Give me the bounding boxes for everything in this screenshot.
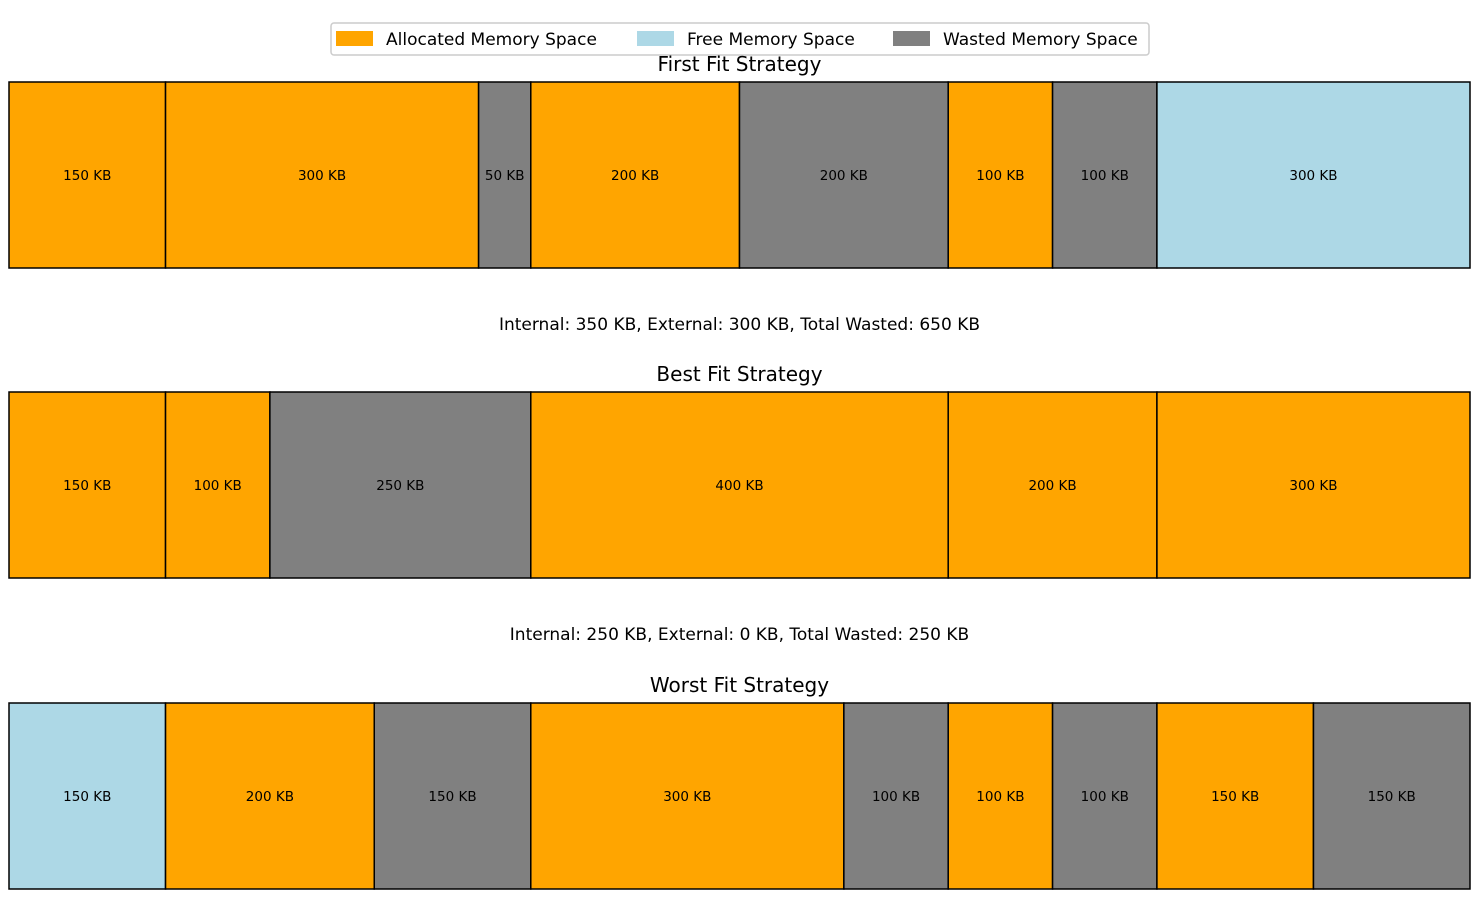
memory-block-label: 150 KB <box>1368 789 1416 805</box>
memory-block-label: 150 KB <box>63 168 111 184</box>
panel-title: Worst Fit Strategy <box>650 673 829 697</box>
memory-block-label: 100 KB <box>194 478 242 494</box>
memory-block-allocated <box>1156 391 1471 579</box>
panel-best-fit-strategy: Best Fit Strategy 150 KB 100 KB 250 KB 400 K… <box>8 362 1471 645</box>
memory-block-label: 100 KB <box>872 789 920 805</box>
memory-block-wasted <box>477 81 532 269</box>
memory-block-allocated <box>8 81 167 269</box>
memory-block-allocated <box>164 702 375 890</box>
memory-block-label: 150 KB <box>63 789 111 805</box>
panel-title: Best Fit Strategy <box>656 362 822 386</box>
memory-block-label: 300 KB <box>298 168 346 184</box>
memory-block-label: 200 KB <box>246 789 294 805</box>
memory-block-free <box>8 702 167 890</box>
fragmentation-summary: Internal: 350 KB, External: 300 KB, Tota… <box>499 315 980 335</box>
memory-block-label: 150 KB <box>1211 789 1259 805</box>
legend-swatch-allocated <box>336 31 373 46</box>
memory-block-allocated <box>164 81 480 269</box>
legend-frame <box>330 22 1150 56</box>
memory-block-label: 200 KB <box>611 168 659 184</box>
legend-label-free: Free Memory Space <box>687 30 855 50</box>
memory-block-wasted <box>738 81 949 269</box>
legend-swatch-free <box>637 31 674 46</box>
memory-block-allocated <box>8 391 167 579</box>
panel-worst-fit-strategy: Worst Fit Strategy 150 KB 200 KB 150 KB 300 … <box>8 673 1471 890</box>
memory-block-label: 300 KB <box>1289 478 1337 494</box>
memory-block-allocated <box>1156 702 1315 890</box>
legend-label-wasted: Wasted Memory Space <box>943 30 1138 50</box>
memory-block-free <box>1156 81 1471 269</box>
memory-block-label: 100 KB <box>1081 168 1129 184</box>
memory-block-label: 300 KB <box>663 789 711 805</box>
memory-block-wasted <box>1051 702 1158 890</box>
fragmentation-summary: Internal: 250 KB, External: 0 KB, Total … <box>510 625 969 645</box>
memory-block-allocated <box>164 391 271 579</box>
memory-block-wasted <box>269 391 532 579</box>
memory-block-label: 200 KB <box>1028 478 1076 494</box>
memory-block-label: 100 KB <box>976 789 1024 805</box>
memory-block-wasted <box>1051 81 1158 269</box>
memory-block-label: 150 KB <box>63 478 111 494</box>
memory-block-label: 50 KB <box>485 168 525 184</box>
memory-block-label: 400 KB <box>715 478 763 494</box>
legend-swatch-wasted <box>893 31 930 46</box>
legend-label-allocated: Allocated Memory Space <box>386 30 597 50</box>
panel-title: First Fit Strategy <box>658 52 822 76</box>
memory-block-label: 150 KB <box>428 789 476 805</box>
memory-block-label: 100 KB <box>1081 789 1129 805</box>
memory-block-allocated <box>530 81 741 269</box>
memory-block-allocated <box>947 391 1158 579</box>
memory-block-wasted <box>1312 702 1471 890</box>
memory-block-allocated <box>530 391 949 579</box>
panels: First Fit Strategy 150 KB 300 KB 50 KB 200 K… <box>8 52 1471 890</box>
memory-block-label: 200 KB <box>820 168 868 184</box>
legend: Allocated Memory Space Free Memory Space W… <box>330 22 1150 56</box>
panel-first-fit-strategy: First Fit Strategy 150 KB 300 KB 50 KB 200 K… <box>8 52 1471 335</box>
memory-block-label: 250 KB <box>376 478 424 494</box>
memory-block-wasted <box>843 702 949 890</box>
memory-block-label: 300 KB <box>1289 168 1337 184</box>
memory-block-wasted <box>373 702 532 890</box>
memory-block-allocated <box>530 702 845 890</box>
memory-block-allocated <box>947 702 1054 890</box>
memory-block-allocated <box>947 81 1054 269</box>
memory-block-label: 100 KB <box>976 168 1024 184</box>
